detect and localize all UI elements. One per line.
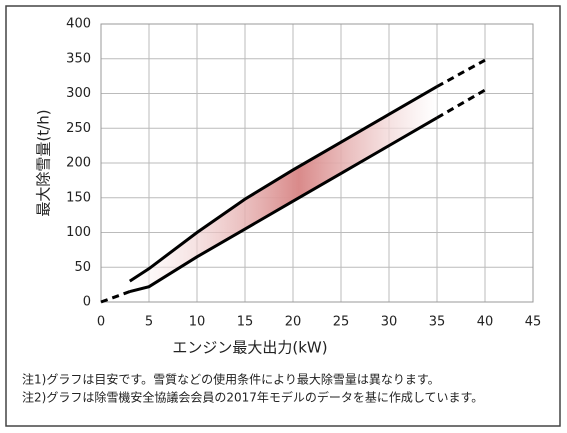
y-tick-label: 150: [66, 190, 91, 205]
x-tick-label: 25: [333, 315, 350, 330]
note: 注2)グラフは除雪機安全協議会会員の2017年モデルのデータを基に作成しています…: [22, 390, 483, 405]
line: [128, 85, 438, 283]
x-tick-label: 15: [237, 315, 254, 330]
y-tick-label: 300: [66, 86, 91, 101]
line: [129, 116, 438, 294]
x-tick-label: 20: [285, 315, 302, 330]
x-tick-label: 5: [145, 315, 153, 330]
x-tick-label: 0: [97, 315, 105, 330]
y-tick-label: 400: [66, 17, 91, 32]
y-tick-label: 100: [66, 225, 91, 240]
y-tick-label: 350: [66, 51, 91, 66]
x-tick-label: 10: [189, 315, 206, 330]
line: [100, 290, 131, 304]
x-tick-label: 30: [381, 315, 398, 330]
x-tick-label: 45: [525, 315, 542, 330]
band: [129, 86, 438, 292]
y-tick-label: 250: [66, 121, 91, 136]
note: 注1)グラフは目安です。雪質などの使用条件により最大除雪量は異なります。: [22, 372, 440, 387]
y-tick-label: 50: [74, 260, 91, 275]
frame: [5, 5, 561, 427]
y-axis-label: 最大除雪量(t/h): [35, 109, 53, 216]
x-tick-label: 40: [477, 315, 494, 330]
x-axis-label: エンジン最大出力(kW): [172, 339, 327, 357]
y-tick-label: 0: [83, 295, 91, 310]
line: [436, 88, 486, 120]
plot-border: [100, 23, 534, 303]
x-tick-label: 35: [429, 315, 446, 330]
y-tick-label: 200: [66, 156, 91, 171]
line: [436, 58, 486, 88]
